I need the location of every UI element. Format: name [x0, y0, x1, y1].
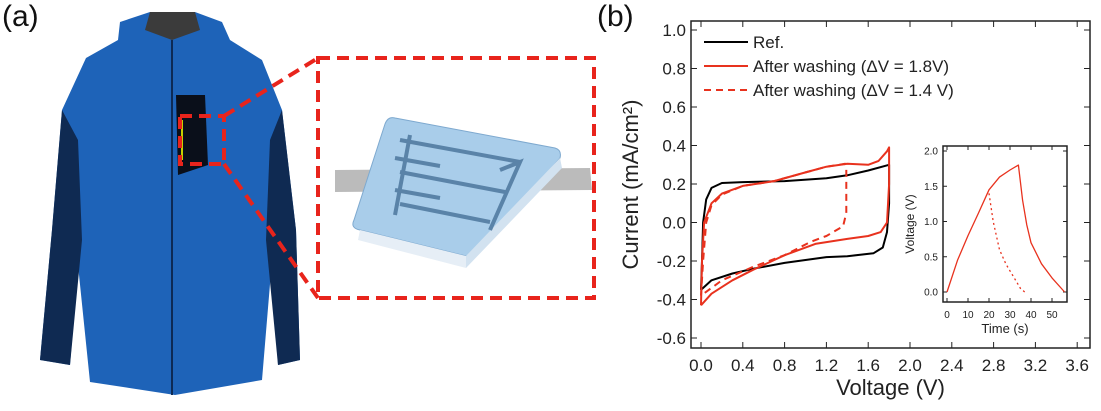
- inset-series-line-0: [946, 164, 1066, 293]
- x-tick-label: 3.6: [1065, 356, 1089, 375]
- legend-label-2: After washing (ΔV = 1.4 V): [753, 81, 954, 100]
- inset-x-tick-label: 50: [1046, 310, 1058, 321]
- inset-y-tick-label: 0.0: [924, 288, 938, 299]
- inset-frame: [942, 145, 1068, 303]
- legend-label-1: After washing (ΔV = 1.8V): [753, 57, 949, 76]
- inset-y-axis-label: Voltage (V): [903, 194, 917, 253]
- y-tick-label: 1.0: [662, 21, 686, 40]
- y-tick-label: 0.2: [662, 175, 686, 194]
- x-tick-label: 0.4: [731, 356, 755, 375]
- panel-label-a: (a): [2, 0, 39, 33]
- jacket-illustration: [40, 12, 596, 395]
- legend-label-0: Ref.: [753, 33, 784, 52]
- inset-x-tick-label: 30: [1004, 310, 1016, 321]
- supercapacitor-device: [335, 117, 592, 268]
- inset-x-tick-label: 40: [1025, 310, 1037, 321]
- x-tick-label: 2.4: [940, 356, 964, 375]
- x-axis-label: Voltage (V): [836, 375, 945, 400]
- inset-x-tick-label: 10: [962, 310, 974, 321]
- y-tick-label: 0.4: [662, 136, 686, 155]
- y-tick-label: 0.0: [662, 213, 686, 232]
- x-tick-label: 0.0: [689, 356, 713, 375]
- inset-y-tick-label: 1.0: [924, 217, 938, 228]
- x-tick-label: 2.0: [898, 356, 922, 375]
- series-line-0: [700, 163, 891, 291]
- y-tick-label: -0.4: [657, 290, 686, 309]
- y-axis-label: Current (mA/cm²): [618, 100, 643, 270]
- inset-y-tick-label: 2.0: [924, 147, 938, 158]
- inset-series-line-1: [988, 193, 1026, 293]
- panel-label-b: (b): [597, 0, 634, 33]
- x-tick-label: 3.2: [1024, 356, 1048, 375]
- inset-x-tick-label: 20: [983, 310, 995, 321]
- x-tick-label: 1.2: [815, 356, 839, 375]
- small-callout-box: [178, 114, 226, 166]
- x-tick-label: 1.6: [856, 356, 880, 375]
- y-tick-label: 0.8: [662, 59, 686, 78]
- x-tick-label: 0.8: [773, 356, 797, 375]
- inset-y-tick-label: 1.5: [924, 182, 938, 193]
- series-line-2: [700, 162, 848, 297]
- y-tick-label: -0.2: [657, 252, 686, 271]
- series-line-1: [700, 146, 891, 306]
- inset-x-axis-label: Time (s): [981, 321, 1028, 336]
- y-tick-label: 0.6: [662, 98, 686, 117]
- callout-lines: [178, 56, 596, 300]
- x-tick-label: 2.8: [982, 356, 1006, 375]
- large-callout-box: [316, 56, 596, 300]
- inset-y-tick-label: 0.5: [924, 252, 938, 263]
- y-tick-label: -0.6: [657, 329, 686, 348]
- inset-x-tick-label: 0: [944, 310, 950, 321]
